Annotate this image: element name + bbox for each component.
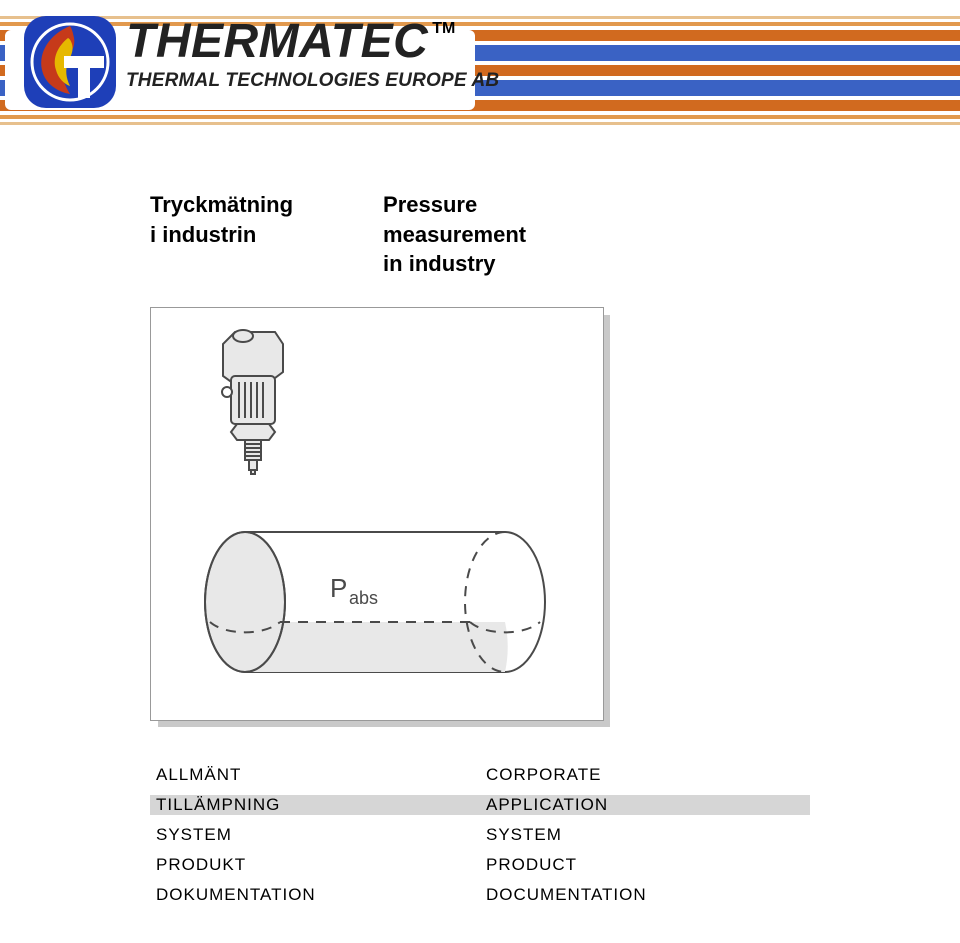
nav-row[interactable]: DOKUMENTATIONDOCUMENTATION <box>150 880 810 910</box>
nav-cell-left[interactable]: SYSTEM <box>150 825 480 845</box>
diagram-illustration: P abs <box>165 322 589 706</box>
logo: THERMATEC TM THERMAL TECHNOLOGIES EUROPE… <box>20 12 560 112</box>
header-stripe <box>0 115 960 119</box>
logo-name: THERMATEC <box>126 18 428 66</box>
nav-row[interactable]: SYSTEMSYSTEM <box>150 820 810 850</box>
nav-cell-right[interactable]: CORPORATE <box>480 765 810 785</box>
nav-row[interactable]: PRODUKTPRODUCT <box>150 850 810 880</box>
nav-cell-left[interactable]: TILLÄMPNING <box>150 795 480 815</box>
nav-row[interactable]: TILLÄMPNINGAPPLICATION <box>150 790 810 820</box>
title-right-line1: Pressure <box>383 192 477 217</box>
title-left-line2: i industrin <box>150 222 256 247</box>
diagram-label-sub: abs <box>349 588 378 608</box>
nav-row[interactable]: ALLMÄNTCORPORATE <box>150 760 810 790</box>
nav-cell-right[interactable]: APPLICATION <box>480 795 810 815</box>
title-left-line1: Tryckmätning <box>150 192 293 217</box>
page-titles: Tryckmätning i industrin Pressure measur… <box>150 190 810 279</box>
nav-cell-left[interactable]: PRODUKT <box>150 855 480 875</box>
logo-mark <box>20 12 120 112</box>
nav-cell-right[interactable]: DOCUMENTATION <box>480 885 810 905</box>
nav-cell-right[interactable]: SYSTEM <box>480 825 810 845</box>
nav-cell-left[interactable]: DOKUMENTATION <box>150 885 480 905</box>
logo-trademark: TM <box>432 20 455 38</box>
diagram-frame: P abs <box>150 307 610 727</box>
title-right-line3: in industry <box>383 251 495 276</box>
nav-table: ALLMÄNTCORPORATETILLÄMPNINGAPPLICATIONSY… <box>150 760 810 910</box>
nav-cell-left[interactable]: ALLMÄNT <box>150 765 480 785</box>
title-right-line2: measurement <box>383 222 526 247</box>
title-left: Tryckmätning i industrin <box>150 190 293 279</box>
diagram-label-p: P <box>330 573 347 603</box>
logo-subtitle: THERMAL TECHNOLOGIES EUROPE AB <box>126 70 499 92</box>
header-stripe <box>0 122 960 125</box>
title-right: Pressure measurement in industry <box>383 190 526 279</box>
nav-cell-right[interactable]: PRODUCT <box>480 855 810 875</box>
